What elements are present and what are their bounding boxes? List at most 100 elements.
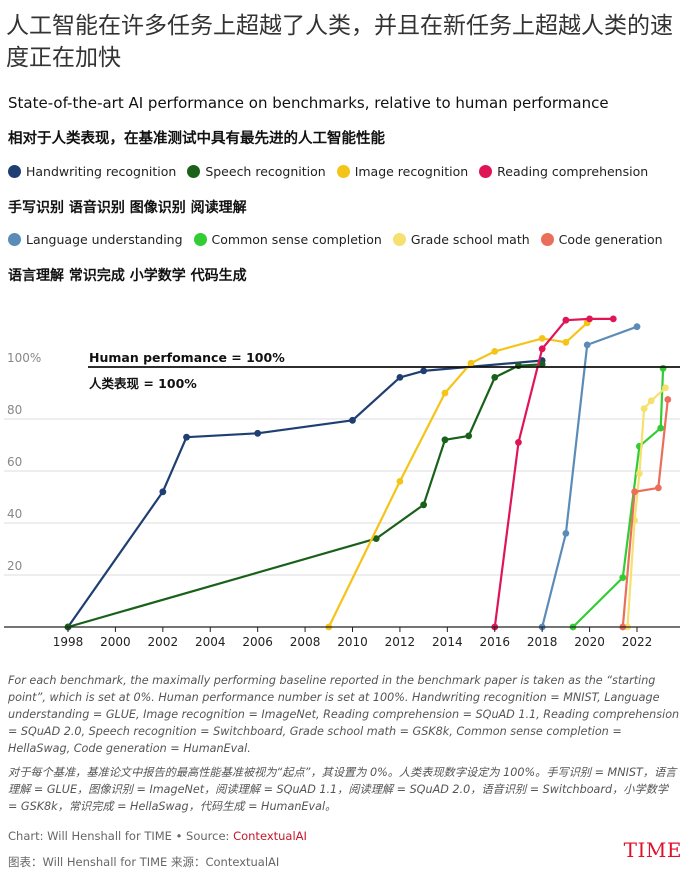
- credit-line-zh: 图表：Will Henshall for TIME 来源：ContextualA…: [8, 855, 280, 869]
- x-tick-label: 2000: [100, 635, 131, 649]
- legend-item-handwriting-recognition: Handwriting recognition: [8, 164, 176, 179]
- legend-label: Common sense completion: [211, 232, 382, 247]
- legend-dot-icon: [336, 165, 350, 178]
- data-point: [349, 416, 356, 424]
- data-point: [635, 470, 643, 477]
- data-point: [562, 338, 570, 346]
- series-language-understanding: [538, 323, 641, 631]
- legend-zh-row-2: 语言理解 常识完成 小学数学 代码生成: [8, 268, 247, 284]
- data-point: [654, 484, 662, 492]
- data-point: [609, 315, 617, 323]
- y-tick-label: 100%: [7, 351, 41, 365]
- data-point: [183, 433, 190, 441]
- legend-zh-row-1: 手写识别 语音识别 图像识别 阅读理解: [8, 200, 247, 216]
- human-performance-label-zh: 人类表现 = 100%: [89, 376, 197, 391]
- data-point: [640, 405, 648, 412]
- methodology-note: For each benchmark, the maximally perfor…: [8, 674, 680, 755]
- human-performance-label: Human perfomance = 100%: [89, 350, 285, 365]
- legend-item-reading-comprehension: Reading comprehension: [479, 164, 648, 179]
- legend-item-grade-school-math: Grade school math: [392, 232, 530, 247]
- data-point: [647, 397, 655, 405]
- legend-dot-icon: [8, 233, 21, 246]
- reference-layer: Human perfomance = 100% 人类表现 = 100%: [88, 350, 680, 391]
- credit-line: Chart: Will Henshall for TIME • Source: …: [8, 829, 307, 843]
- series-image-recognition: [325, 319, 591, 631]
- series-line: [621, 399, 669, 628]
- legend-label: Handwriting recognition: [26, 164, 177, 179]
- legend-label: Speech recognition: [205, 164, 326, 179]
- legend-dot-icon: [8, 165, 21, 178]
- data-point: [664, 396, 672, 403]
- series-handwriting-recognition: [64, 357, 546, 631]
- x-tick-label: 2020: [574, 635, 605, 649]
- x-tick-label: 2014: [432, 635, 463, 649]
- legend-dot-icon: [479, 165, 493, 178]
- data-point: [491, 374, 499, 381]
- series-layer: [64, 315, 672, 631]
- legend-item-speech-recognition: Speech recognition: [187, 164, 326, 179]
- x-tick-label: 2022: [622, 635, 653, 649]
- data-point: [372, 535, 380, 542]
- legend-label: Reading comprehension: [497, 164, 649, 179]
- data-point: [659, 364, 667, 372]
- legend-label: Grade school math: [410, 232, 530, 247]
- series-reading-comprehension: [491, 315, 617, 631]
- legend-item-common-sense-completion: Common sense completion: [193, 232, 382, 247]
- legend-item-code-generation: Code generation: [540, 232, 663, 247]
- time-logo: TIME: [623, 838, 682, 862]
- data-point: [515, 439, 522, 446]
- data-point: [562, 530, 570, 537]
- legend-item-language-understanding: Language understanding: [8, 232, 183, 247]
- legend-row-1: Handwriting recognition Speech recognitio…: [8, 164, 659, 179]
- series-line: [67, 363, 543, 629]
- series-common-sense-completion: [569, 364, 667, 631]
- x-tick-label: 2010: [337, 635, 368, 649]
- series-line: [67, 359, 543, 628]
- x-tick-label: 2004: [195, 635, 226, 649]
- series-grade-school-math: [624, 384, 669, 631]
- y-tick-label: 80: [7, 403, 22, 417]
- data-point: [159, 488, 167, 496]
- data-point: [562, 316, 570, 324]
- data-point: [396, 374, 404, 381]
- source-link[interactable]: ContextualAI: [233, 829, 307, 843]
- data-point: [396, 478, 404, 485]
- data-point: [657, 424, 665, 432]
- legend-dot-icon: [187, 165, 201, 178]
- chart-title-zh: 相对于人类表现，在基准测试中具有最先进的人工智能性能: [8, 131, 385, 147]
- data-point: [420, 501, 428, 509]
- data-point: [538, 345, 546, 353]
- data-point: [538, 335, 546, 342]
- x-tick-label: 2018: [527, 635, 558, 649]
- data-point: [420, 367, 428, 375]
- data-point: [586, 315, 593, 323]
- y-tick-label: 60: [7, 455, 22, 469]
- headline: 人工智能在许多任务上超越了人类，并且在新任务上超越人类的速度正在加快: [6, 13, 673, 71]
- x-tick-label: 2012: [385, 635, 416, 649]
- legend-item-image-recognition: Image recognition: [336, 164, 469, 179]
- grid-layer: [4, 418, 680, 576]
- data-point: [441, 389, 449, 397]
- data-point: [254, 429, 262, 437]
- series-line: [572, 368, 665, 628]
- methodology-note-zh: 对于每个基准，基准论文中报告的最高性能基准被视为“起点”，其设置为 0%。人类表…: [8, 766, 677, 813]
- data-point: [633, 323, 641, 331]
- legend-dot-icon: [540, 233, 554, 246]
- line-chart: 20 40 60 80 100% 1998 2000 2002 2004 2006 2008 2010…: [4, 315, 680, 649]
- x-tick-label: 2006: [242, 635, 273, 649]
- legend-label: Language understanding: [26, 232, 183, 247]
- data-point: [515, 362, 522, 370]
- data-point: [467, 359, 475, 367]
- data-point: [538, 361, 546, 368]
- chart-title: State-of-the-art AI performance on bench…: [8, 94, 609, 112]
- x-tick-label: 2016: [479, 635, 510, 649]
- legend-label: Image recognition: [354, 164, 469, 179]
- data-point: [619, 574, 627, 581]
- axis-layer: 20 40 60 80 100% 1998 2000 2002 2004 2006 2008 2010…: [4, 351, 680, 649]
- credit-prefix: Chart: Will Henshall for TIME • Source:: [8, 829, 234, 843]
- legend-label: Code generation: [558, 232, 663, 247]
- data-point: [583, 341, 591, 349]
- series-line: [493, 317, 614, 628]
- legend-dot-icon: [193, 233, 207, 246]
- x-tick-label: 2002: [148, 635, 179, 649]
